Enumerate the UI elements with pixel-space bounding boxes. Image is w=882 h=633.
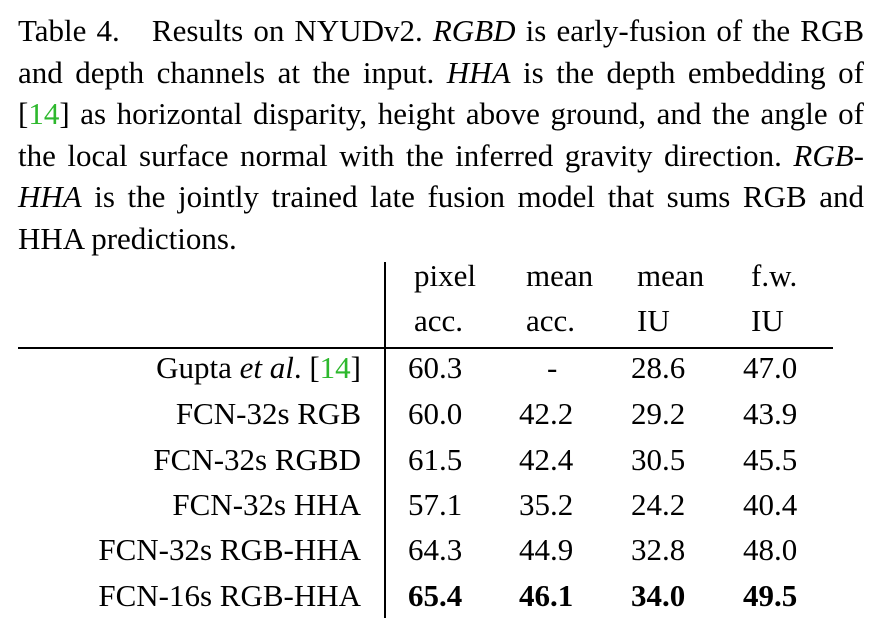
cell-fw-iu-best: 49.5 bbox=[743, 578, 798, 613]
header-pixel-acc-line2: acc. bbox=[414, 303, 464, 338]
cell-fw-iu: 45.5 bbox=[743, 442, 798, 477]
cell-pixel-acc-best: 65.4 bbox=[408, 578, 463, 613]
cell-fw-iu: 48.0 bbox=[743, 532, 798, 567]
caption-sentence-3b: ] as horizontal disparity, height above … bbox=[18, 96, 864, 173]
caption-sentence-3a: is the depth embedding of [ bbox=[18, 54, 864, 132]
cell-pixel-acc: 57.1 bbox=[408, 487, 463, 522]
cell-fw-iu: 43.9 bbox=[743, 396, 798, 431]
cell-fw-iu: 40.4 bbox=[743, 487, 798, 522]
cell-mean-iu-best: 34.0 bbox=[631, 578, 686, 613]
cell-mean-iu: 32.8 bbox=[631, 532, 686, 567]
method-text: Gupta bbox=[156, 350, 240, 385]
caption-term-rgbd: RGBD bbox=[432, 13, 516, 48]
caption-sentence-1: Results on NYUDv2. bbox=[151, 13, 423, 48]
cell-mean-acc-best: 46.1 bbox=[519, 578, 574, 613]
row-method: FCN-32s RGBD bbox=[153, 442, 361, 477]
row-method: FCN-32s HHA bbox=[172, 487, 361, 522]
caption-term-hha: HHA bbox=[446, 54, 511, 90]
cell-pixel-acc: 60.3 bbox=[408, 350, 463, 385]
cell-fw-iu: 47.0 bbox=[743, 350, 798, 385]
table-caption: Table 4. Results on NYUDv2. RGBD is earl… bbox=[18, 10, 864, 260]
cell-mean-acc: 35.2 bbox=[519, 487, 574, 522]
caption-sentence-4: is the jointly trained late fusion model… bbox=[18, 179, 865, 256]
caption-term-rgb-hha: RGB-HHA bbox=[18, 137, 864, 215]
cell-mean-iu: 24.2 bbox=[631, 487, 686, 522]
cell-mean-iu: 28.6 bbox=[631, 350, 686, 385]
cell-mean-acc: - bbox=[547, 350, 558, 385]
method-text: ] bbox=[350, 350, 361, 385]
cell-mean-acc: 42.4 bbox=[519, 442, 574, 477]
table-header-rule bbox=[18, 347, 833, 349]
cell-mean-acc: 44.9 bbox=[519, 532, 574, 567]
row-method: FCN-32s RGB bbox=[175, 396, 361, 431]
cell-pixel-acc: 64.3 bbox=[408, 532, 463, 567]
header-mean-acc-line2: acc. bbox=[526, 303, 576, 338]
cell-mean-iu: 30.5 bbox=[631, 442, 686, 477]
table-vertical-rule bbox=[384, 262, 386, 618]
header-pixel-acc-line1: pixel bbox=[414, 258, 476, 293]
method-text: . [ bbox=[293, 350, 320, 385]
row-method: FCN-16s RGB-HHA bbox=[98, 578, 361, 613]
method-citation-link[interactable]: 14 bbox=[319, 350, 351, 385]
header-fw-iu-line1: f.w. bbox=[751, 258, 798, 293]
header-mean-iu-line1: mean bbox=[637, 258, 705, 293]
header-fw-iu-line2: IU bbox=[751, 303, 784, 338]
cell-mean-acc: 42.2 bbox=[519, 396, 574, 431]
cell-mean-iu: 29.2 bbox=[631, 396, 686, 431]
caption-citation-link[interactable]: 14 bbox=[28, 96, 60, 132]
method-text-italic: et al bbox=[239, 350, 294, 385]
row-method: FCN-32s RGB-HHA bbox=[98, 532, 361, 567]
header-mean-acc-line1: mean bbox=[526, 258, 594, 293]
caption-label: Table 4. bbox=[18, 13, 120, 48]
cell-pixel-acc: 61.5 bbox=[408, 442, 463, 477]
caption-sentence-2: is early-fusion of the RGB and depth cha… bbox=[18, 13, 865, 90]
row-method-gupta: Gupta et al. [14] bbox=[156, 350, 361, 386]
header-mean-iu-line2: IU bbox=[637, 303, 670, 338]
cell-pixel-acc: 60.0 bbox=[408, 396, 463, 431]
